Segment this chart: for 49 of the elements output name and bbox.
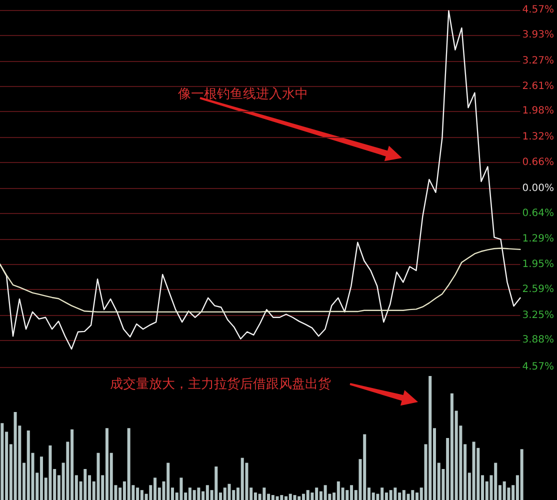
y-tick-label: 1.32%: [522, 131, 554, 142]
bar: [298, 496, 301, 500]
bar: [14, 412, 17, 500]
y-tick-label: 1.98%: [522, 106, 554, 117]
y-tick-label: 4.57%: [522, 4, 554, 16]
bar: [240, 458, 244, 500]
annotation: 成交量放大，主力拉货后借跟风盘出货: [110, 376, 331, 392]
bar: [411, 490, 414, 500]
y-tick-label: 1.29%: [522, 233, 554, 244]
line-series: [0, 248, 521, 313]
y-tick-label: 0.64%: [522, 208, 554, 219]
bar: [389, 490, 392, 500]
y-tick-label: 2.61%: [522, 81, 554, 92]
y-tick-label: 0.66%: [522, 157, 554, 168]
bar: [96, 452, 100, 500]
bar: [0, 423, 4, 500]
bar: [192, 490, 196, 500]
bar: [262, 488, 266, 500]
bar: [394, 488, 397, 500]
bar: [166, 462, 170, 500]
bar: [306, 490, 310, 500]
y-tick-label: 4.57%: [522, 362, 554, 372]
bar: [324, 485, 327, 500]
bar: [494, 462, 498, 500]
bar: [48, 445, 52, 500]
y-tick-label: 3.25%: [522, 310, 554, 321]
bar: [472, 442, 476, 500]
line-series: [0, 10, 521, 350]
bar: [406, 494, 410, 500]
y-tick-label: 3.93%: [522, 30, 554, 40]
bar: [280, 495, 284, 500]
y-tick-label: 3.27%: [522, 55, 554, 66]
y-tick-label: 0.00%: [522, 183, 554, 194]
bar: [276, 496, 279, 500]
bar: [180, 478, 183, 500]
bar: [127, 428, 130, 500]
bar: [197, 488, 200, 500]
bar: [520, 449, 524, 500]
annotation: 像一根钓鱼线进入水中: [178, 87, 308, 102]
bar: [502, 481, 506, 500]
bar: [293, 495, 296, 500]
bar: [214, 466, 218, 500]
y-tick-label: 3.88%: [522, 334, 554, 346]
y-tick-label: 1.95%: [522, 259, 554, 270]
bar: [428, 376, 432, 500]
bar: [228, 484, 231, 500]
bar: [363, 434, 366, 500]
bar: [84, 469, 87, 500]
y-tick-label: 2.59%: [522, 284, 554, 296]
